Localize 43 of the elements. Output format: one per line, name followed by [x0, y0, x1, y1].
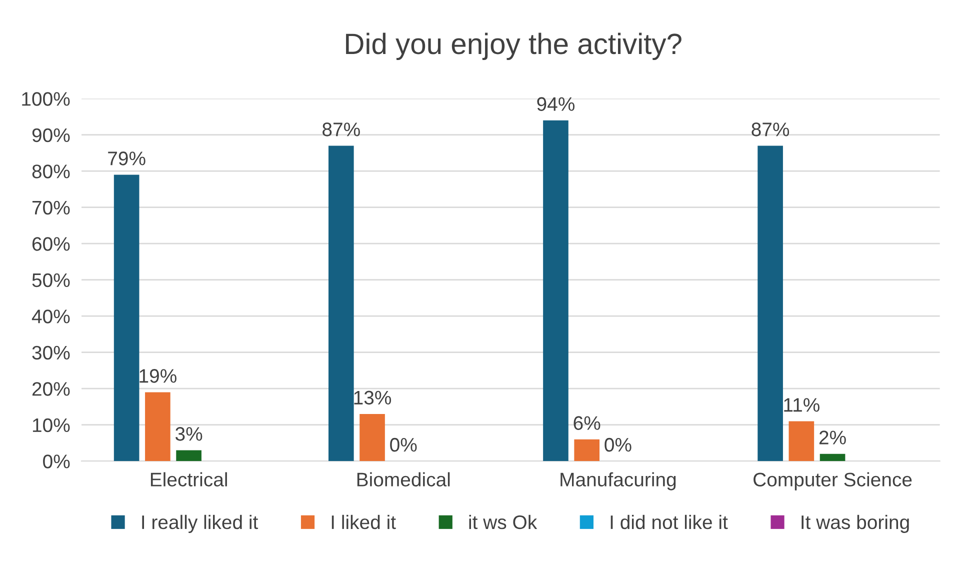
- bar: [176, 450, 202, 462]
- data-label: 87%: [322, 122, 360, 136]
- bar: [360, 414, 385, 462]
- data-label: 0%: [390, 438, 417, 452]
- y-tick-label: 0%: [43, 454, 70, 468]
- y-tick-label: 80%: [32, 164, 70, 178]
- bar: [328, 146, 354, 462]
- y-tick-label: 50%: [32, 273, 70, 288]
- data-label: 3%: [175, 427, 202, 441]
- data-label: 79%: [108, 152, 146, 166]
- y-tick-label: 30%: [32, 346, 70, 360]
- data-label: 13%: [354, 390, 392, 405]
- data-label: 87%: [752, 122, 790, 136]
- data-label: 94%: [537, 97, 574, 111]
- bar: [758, 146, 783, 462]
- x-tick-label: Computer Science: [754, 472, 912, 490]
- x-tick-label: Electrical: [150, 472, 227, 486]
- bar: [574, 439, 600, 462]
- data-label: 11%: [784, 398, 820, 412]
- bar: [820, 454, 846, 462]
- y-tick-label: 70%: [32, 200, 70, 215]
- legend-label: I liked it: [332, 514, 396, 530]
- data-label: 6%: [574, 416, 600, 430]
- data-label: 2%: [819, 430, 846, 444]
- chart-title: Did you enjoy the activity?: [346, 32, 682, 60]
- y-tick-label: 100%: [22, 92, 70, 106]
- legend-label: I did not like it: [610, 514, 728, 530]
- y-tick-label: 60%: [32, 237, 70, 251]
- legend-label: it ws Ok: [469, 514, 538, 530]
- y-tick-label: 40%: [32, 310, 70, 324]
- legend-label: It was boring: [802, 514, 909, 533]
- x-tick-label: Biomedical: [357, 472, 450, 486]
- data-label: 19%: [140, 369, 176, 383]
- y-tick-label: 90%: [32, 128, 70, 142]
- data-label: 0%: [604, 438, 632, 452]
- bar: [788, 421, 814, 462]
- y-tick-label: 10%: [32, 418, 70, 432]
- bar: [145, 392, 170, 462]
- bar: [543, 120, 568, 462]
- legend-label: I really liked it: [142, 514, 258, 533]
- x-tick-label: Manufacuring: [560, 472, 676, 490]
- bar: [114, 174, 140, 462]
- y-tick-label: 20%: [32, 382, 70, 396]
